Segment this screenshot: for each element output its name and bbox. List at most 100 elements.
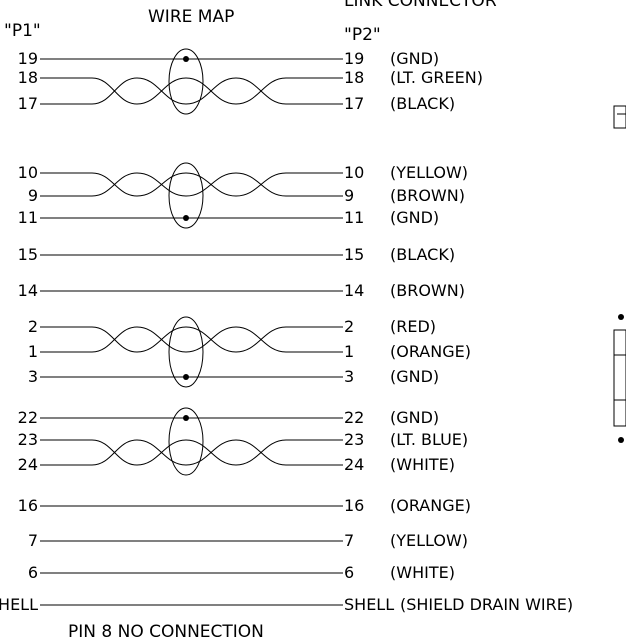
- p2-header: "P2": [344, 25, 381, 45]
- p2-pin-label: SHELL: [344, 595, 394, 614]
- shield-connection-dot: [183, 415, 189, 421]
- p1-pin-label: 18: [18, 68, 38, 87]
- wire-color-label: (BLACK): [390, 94, 455, 113]
- wire-color-label: (GND): [390, 408, 439, 427]
- p1-pin-label: 16: [18, 496, 38, 515]
- p2-pin-label: 17: [344, 94, 364, 113]
- p2-pin-label: 3: [344, 367, 354, 386]
- wire-row: 3 3 (GND): [28, 367, 439, 386]
- p2-pin-label: 1: [344, 342, 354, 361]
- p2-pin-label: 24: [344, 455, 364, 474]
- wire-color-label: (BLACK): [390, 245, 455, 264]
- p2-pin-label: 16: [344, 496, 364, 515]
- p2-pin-label: 11: [344, 208, 364, 227]
- wire-row: 24 24 (WHITE): [18, 439, 455, 474]
- wire-color-label: (GND): [390, 208, 439, 227]
- twisted-pair-group: 19 19 (GND) 18 18 (LT. GREEN) 17 17 (BLACK): [18, 48, 483, 115]
- shield-connection-dot: [183, 56, 189, 62]
- p2-pin-label: 2: [344, 317, 354, 336]
- single-wire-group: 6 6 (WHITE): [28, 563, 455, 582]
- p1-pin-label: 10: [18, 163, 38, 182]
- wire-color-label: (SHIELD DRAIN WIRE): [400, 595, 573, 614]
- p1-pin-label: 1: [28, 342, 38, 361]
- twisted-wire: [40, 172, 343, 197]
- p2-pin-label: 19: [344, 49, 364, 68]
- p1-pin-label: 7: [28, 531, 38, 550]
- wire-row: 6 6 (WHITE): [28, 563, 455, 582]
- wire-map-title: WIRE MAP: [148, 7, 234, 27]
- single-wire-group: 14 14 (BROWN): [18, 281, 465, 300]
- p2-pin-label: 14: [344, 281, 364, 300]
- connector-fragment-top: [613, 105, 626, 129]
- p1-pin-label: 11: [18, 208, 38, 227]
- p2-pin-label: 18: [344, 68, 364, 87]
- shield-ellipse: [168, 407, 204, 476]
- p1-pin-label: 14: [18, 281, 38, 300]
- p2-pin-label: 23: [344, 430, 364, 449]
- twisted-pair-group: 2 2 (RED) 1 1 (ORANGE) 3 3 (GND): [28, 316, 471, 388]
- twisted-wire: [40, 439, 343, 466]
- wire-row: 23 23 (LT. BLUE): [18, 430, 468, 466]
- twisted-wire: [40, 326, 343, 353]
- wire-color-label: (BROWN): [390, 186, 465, 205]
- wire-color-label: (RED): [390, 317, 436, 336]
- twisted-pair-group: 22 22 (GND) 23 23 (LT. BLUE) 24 24 (WHITE): [18, 407, 468, 476]
- p2-pin-label: 15: [344, 245, 364, 264]
- wire-color-label: (WHITE): [390, 563, 455, 582]
- p1-pin-label: 2: [28, 317, 38, 336]
- shield-ellipse: [168, 48, 204, 115]
- wire-color-label: (GND): [390, 367, 439, 386]
- twisted-wire: [39, 77, 343, 105]
- wire-color-label: (ORANGE): [390, 496, 471, 515]
- twisted-wire: [39, 77, 343, 105]
- p1-header: "P1": [4, 21, 41, 41]
- p1-pin-label: 15: [18, 245, 38, 264]
- shield-ellipse: [168, 316, 204, 388]
- twisted-wire: [40, 439, 343, 466]
- single-wire-group: 15 15 (BLACK): [18, 245, 455, 264]
- footer-note: PIN 8 NO CONNECTION: [68, 622, 264, 642]
- twisted-wire: [40, 172, 343, 197]
- p1-pin-label: 19: [18, 49, 38, 68]
- p2-pin-label: 6: [344, 563, 354, 582]
- wire-row: 14 14 (BROWN): [18, 281, 465, 300]
- p2-pin-label: 10: [344, 163, 364, 182]
- p1-pin-label: 3: [28, 367, 38, 386]
- wire-color-label: (BROWN): [390, 281, 465, 300]
- connector-fragment-pin-bottom: [618, 437, 624, 443]
- wire-row: 19 19 (GND): [18, 49, 440, 68]
- single-wire-group: 7 7 (YELLOW): [28, 531, 468, 550]
- wire-color-label: (WHITE): [390, 455, 455, 474]
- single-wire-group: 16 16 (ORANGE): [18, 496, 471, 515]
- p1-pin-label: 17: [18, 94, 38, 113]
- twisted-wire: [39, 326, 343, 353]
- wire-row: 16 16 (ORANGE): [18, 496, 471, 515]
- p1-pin-label: 6: [28, 563, 38, 582]
- shield-connection-dot: [183, 374, 189, 380]
- wire-row: 2 2 (RED): [28, 317, 436, 353]
- p1-pin-label: 24: [18, 455, 38, 474]
- wire-color-label: (ORANGE): [390, 342, 471, 361]
- wire-color-label: (YELLOW): [390, 163, 468, 182]
- link-connector-title: LINK CONNECTOR: [344, 0, 497, 11]
- wire-row: 11 11 (GND): [18, 208, 440, 227]
- wire-color-label: (LT. BLUE): [390, 430, 468, 449]
- p2-pin-label: 9: [344, 186, 354, 205]
- wire-color-label: (LT. GREEN): [390, 68, 483, 87]
- p2-pin-label: 22: [344, 408, 364, 427]
- wire-row: 9 9 (BROWN): [28, 172, 465, 205]
- wire-row: 10 10 (YELLOW): [18, 163, 468, 197]
- wire-color-label: (GND): [390, 49, 439, 68]
- p2-pin-label: 7: [344, 531, 354, 550]
- wire-row: 22 22 (GND): [18, 408, 440, 427]
- shield-ellipse: [168, 162, 204, 229]
- shield-connection-dot: [183, 215, 189, 221]
- wire-row: 7 7 (YELLOW): [28, 531, 468, 550]
- connector-fragment-pin: [618, 314, 624, 320]
- p1-pin-label: SHELL: [0, 595, 38, 614]
- connector-fragment-body: [613, 329, 626, 427]
- p1-pin-label: 23: [18, 430, 38, 449]
- wire-row: 15 15 (BLACK): [18, 245, 455, 264]
- wire-color-label: (YELLOW): [390, 531, 468, 550]
